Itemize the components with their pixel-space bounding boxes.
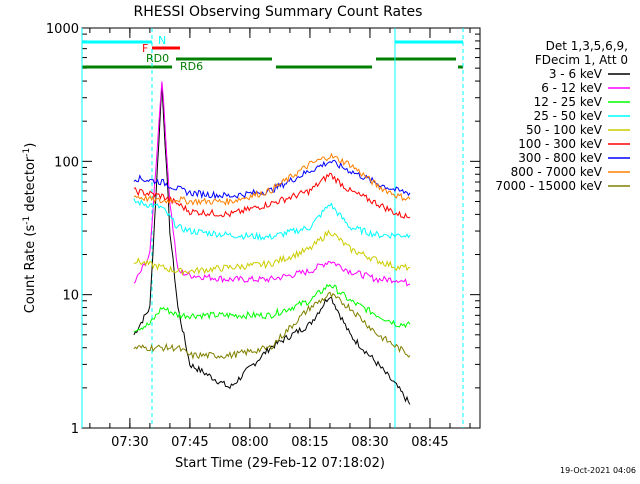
y-axis: 1 10 100 1000 xyxy=(46,22,480,437)
series-line xyxy=(133,172,411,220)
observing-markers: FN RD0 RD6 xyxy=(81,28,464,428)
legend-label: 300 - 800 keV xyxy=(518,151,602,165)
annotation-label: RD0 xyxy=(146,52,169,65)
series-line xyxy=(133,84,411,405)
y-axis-label: Count Rate (s-1 detector-1) xyxy=(22,143,38,314)
annotation-label: N xyxy=(158,34,166,47)
x-tick-label: 07:45 xyxy=(171,435,208,450)
legend-label: 12 - 25 keV xyxy=(534,95,603,109)
y-tick-label: 100 xyxy=(54,155,79,170)
series-line xyxy=(133,229,411,276)
series-line xyxy=(133,152,411,207)
x-tick-label: 08:00 xyxy=(231,435,268,450)
annotation-label: RD6 xyxy=(180,60,203,73)
series-line xyxy=(133,81,411,287)
y-tick-label: 1000 xyxy=(46,22,79,37)
legend-label: 25 - 50 keV xyxy=(534,109,603,123)
legend-label: 100 - 300 keV xyxy=(518,137,602,151)
x-tick-label: 08:30 xyxy=(351,435,388,450)
legend: Det 1,3,5,6,9, FDecim 1, Att 0 3 - 6 keV… xyxy=(495,39,630,193)
y-tick-label: 1 xyxy=(71,422,79,437)
series-line xyxy=(133,283,411,333)
legend-header-1: Det 1,3,5,6,9, xyxy=(546,39,628,53)
legend-label: 6 - 12 keV xyxy=(541,81,603,95)
x-tick-label: 08:15 xyxy=(291,435,328,450)
x-axis-label: Start Time (29-Feb-12 07:18:02) xyxy=(175,456,385,471)
y-tick-label: 10 xyxy=(62,289,79,304)
x-tick-label: 07:30 xyxy=(111,435,148,450)
series-line xyxy=(133,198,411,242)
legend-label: 7000 - 15000 keV xyxy=(495,179,602,193)
legend-label: 50 - 100 keV xyxy=(526,123,603,137)
legend-label: 3 - 6 keV xyxy=(549,67,603,81)
legend-header-2: FDecim 1, Att 0 xyxy=(535,53,628,67)
x-tick-label: 08:45 xyxy=(411,435,448,450)
legend-label: 800 - 7000 keV xyxy=(511,165,603,179)
series-group xyxy=(133,81,411,405)
chart-title: RHESSI Observing Summary Count Rates xyxy=(134,4,423,20)
series-line xyxy=(133,291,411,360)
annotation-label: F xyxy=(142,42,148,55)
x-axis: 07:30 07:45 08:00 08:15 08:30 08:45 xyxy=(89,28,471,450)
series-line xyxy=(133,159,411,200)
timestamp: 19-Oct-2021 04:06 xyxy=(560,466,636,475)
